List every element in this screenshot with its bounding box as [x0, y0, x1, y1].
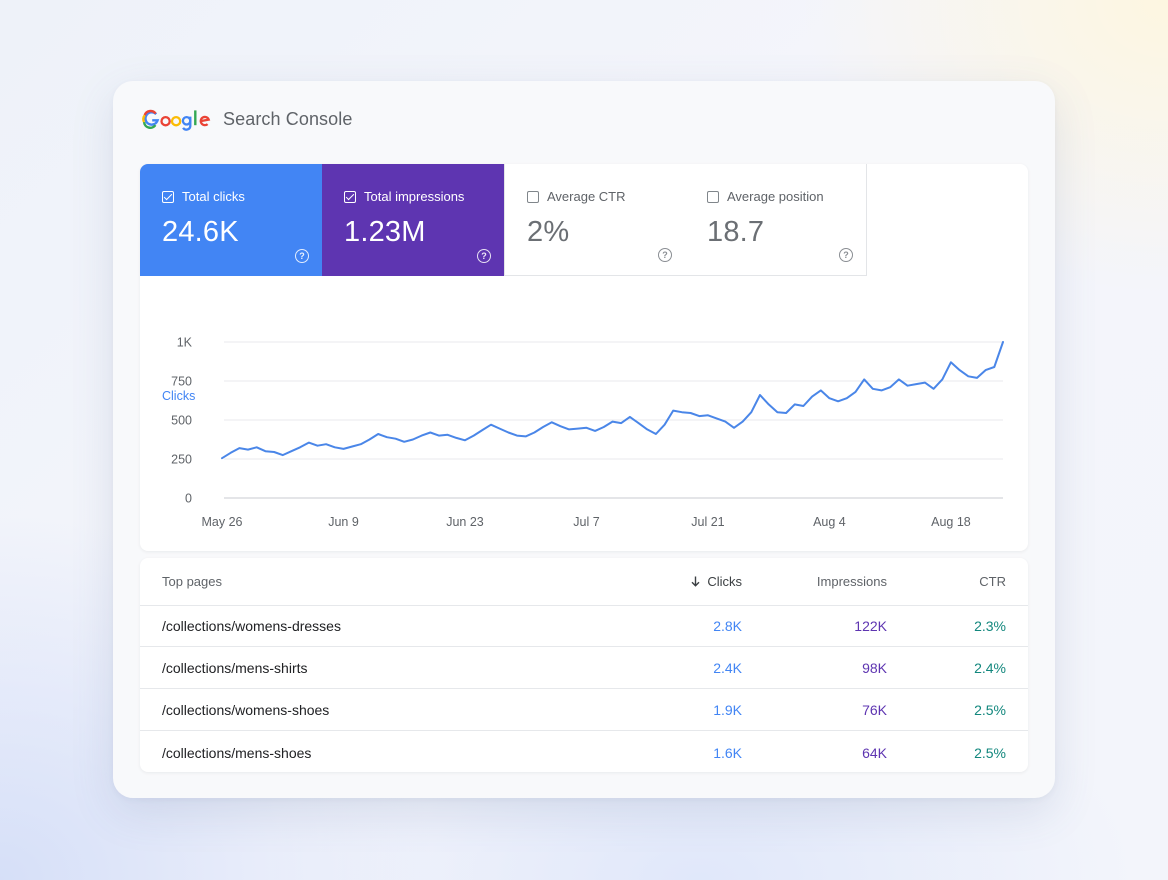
product-name: Search Console	[223, 108, 353, 129]
row-ctr: 2.5%	[974, 744, 1006, 761]
column-header-page[interactable]: Top pages	[162, 574, 222, 589]
row-clicks: 2.4K	[713, 660, 742, 676]
google-logo	[142, 109, 211, 131]
app-header: Search Console	[142, 105, 352, 133]
checkbox-unchecked-icon[interactable]	[527, 190, 539, 203]
column-header-clicks[interactable]: Clicks	[691, 558, 742, 605]
x-tick-label: Jun 9	[328, 515, 359, 529]
top-pages-table: Top pages Clicks Impressions CTR /collec…	[140, 558, 1028, 772]
row-clicks: 1.9K	[713, 702, 742, 718]
table-row[interactable]: /collections/mens-shoes 1.6K 64K 2.5%	[140, 732, 1028, 772]
y-tick-label: 1K	[177, 336, 193, 350]
row-page: /collections/womens-shoes	[162, 702, 330, 718]
help-icon[interactable]: ?	[477, 249, 491, 263]
y-tick-label: 750	[171, 375, 192, 389]
sort-down-arrow-icon	[691, 576, 700, 587]
metric-value: 18.7	[707, 216, 765, 248]
column-header-clicks-label: Clicks	[707, 574, 742, 589]
search-console-window: Search Console Total clicks 24.6K ? Tota…	[113, 81, 1055, 798]
clicks-chart: Clicks 0 250 500 750 1K May 26 Jun 9 Jun 23 Jul…	[162, 336, 1004, 529]
y-tick-label: 500	[171, 414, 192, 428]
row-page: /collections/mens-shoes	[162, 744, 312, 761]
column-header-impressions[interactable]: Impressions	[816, 574, 887, 589]
performance-card: Total clicks 24.6K ? Total impressions 1…	[140, 164, 1028, 551]
table-header-row: Top pages Clicks Impressions CTR	[140, 558, 1028, 606]
metric-label: Total clicks	[182, 189, 245, 204]
help-icon[interactable]: ?	[839, 248, 853, 262]
row-impressions: 64K	[862, 744, 887, 761]
row-page: /collections/mens-shirts	[162, 660, 308, 676]
checkbox-unchecked-icon[interactable]	[707, 190, 719, 203]
metric-label: Average CTR	[547, 189, 626, 204]
checkbox-checked-icon[interactable]	[344, 190, 356, 203]
help-icon[interactable]: ?	[295, 249, 309, 263]
metric-average-position[interactable]: Average position 18.7 ?	[685, 164, 867, 276]
x-tick-label: Aug 18	[931, 515, 971, 529]
metric-total-clicks[interactable]: Total clicks 24.6K ?	[140, 164, 322, 276]
x-tick-label: May 26	[202, 515, 243, 529]
metric-value: 2%	[527, 216, 570, 248]
chart-y-label: Clicks	[162, 389, 195, 403]
row-impressions: 76K	[862, 702, 887, 718]
metric-average-ctr[interactable]: Average CTR 2% ?	[504, 164, 686, 276]
row-ctr: 2.3%	[974, 618, 1006, 634]
row-ctr: 2.5%	[974, 702, 1006, 718]
help-icon[interactable]: ?	[658, 248, 672, 262]
metric-value: 1.23M	[344, 216, 426, 248]
row-page: /collections/womens-dresses	[162, 618, 341, 634]
table-row[interactable]: /collections/mens-shirts 2.4K 98K 2.4%	[140, 648, 1028, 689]
x-tick-label: Jun 23	[446, 515, 484, 529]
row-clicks: 2.8K	[713, 618, 742, 634]
y-tick-label: 0	[185, 492, 192, 506]
metric-total-impressions[interactable]: Total impressions 1.23M ?	[322, 164, 504, 276]
row-impressions: 122K	[854, 618, 887, 634]
y-tick-label: 250	[171, 453, 192, 467]
metric-value: 24.6K	[162, 216, 239, 248]
metric-label: Total impressions	[364, 189, 465, 204]
metric-label: Average position	[727, 189, 824, 204]
row-ctr: 2.4%	[974, 660, 1006, 676]
column-header-ctr[interactable]: CTR	[979, 574, 1006, 589]
x-tick-label: Aug 4	[813, 515, 846, 529]
x-tick-label: Jul 21	[691, 515, 724, 529]
table-row[interactable]: /collections/womens-dresses 2.8K 122K 2.…	[140, 606, 1028, 647]
table-row[interactable]: /collections/womens-shoes 1.9K 76K 2.5%	[140, 690, 1028, 731]
clicks-series-line	[221, 341, 1004, 460]
row-impressions: 98K	[862, 660, 887, 676]
row-clicks: 1.6K	[713, 744, 742, 761]
x-tick-label: Jul 7	[573, 515, 599, 529]
checkbox-checked-icon[interactable]	[162, 190, 174, 203]
